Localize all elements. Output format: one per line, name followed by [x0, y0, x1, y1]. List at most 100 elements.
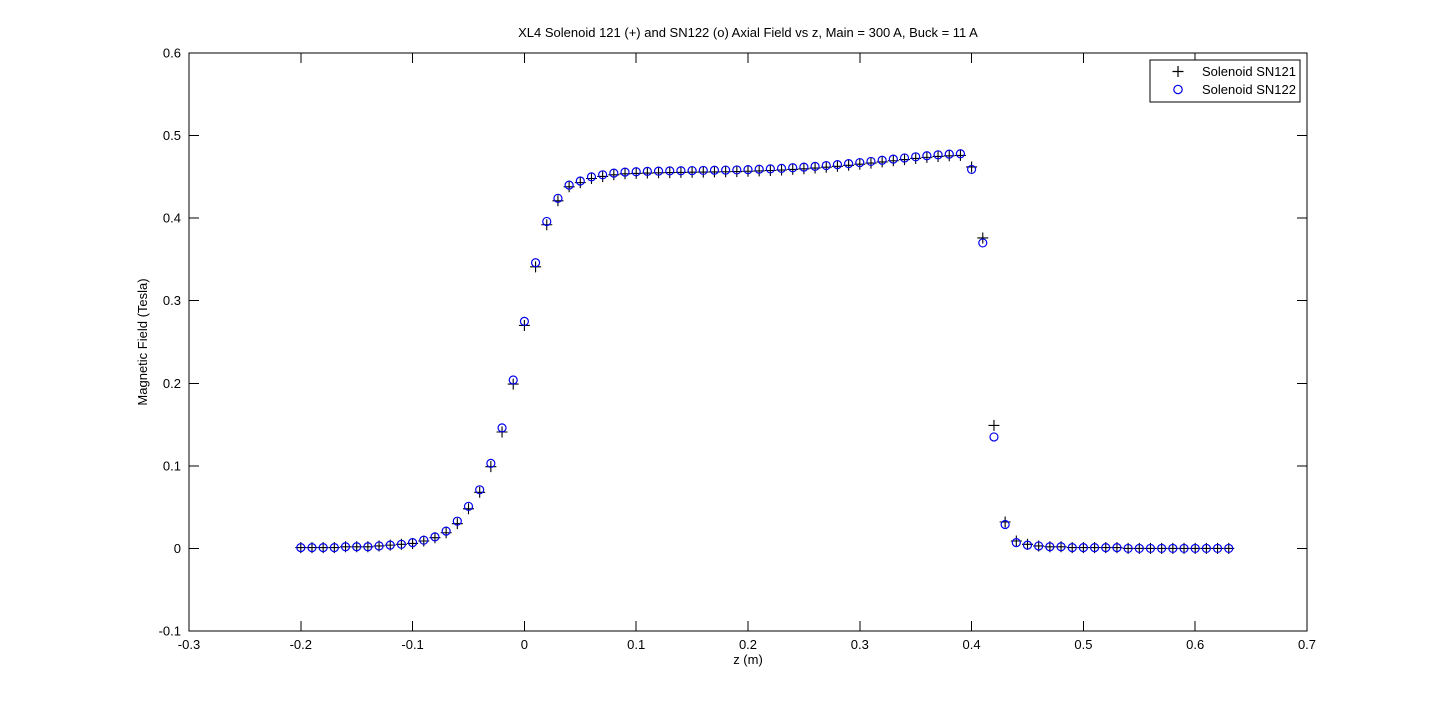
circle-marker	[1112, 543, 1122, 553]
circle-marker	[732, 165, 742, 175]
x-tick-label: 0.5	[1074, 637, 1092, 652]
circle-marker	[1089, 543, 1100, 553]
circle-marker	[754, 164, 764, 174]
y-tick-label: 0.2	[163, 376, 181, 391]
circle-marker	[1224, 543, 1234, 554]
circle-marker	[922, 151, 932, 161]
circle-marker	[452, 516, 462, 526]
circle-marker	[430, 532, 440, 542]
circle-marker	[653, 166, 664, 176]
x-tick-label: 0.6	[1186, 637, 1204, 652]
circle-marker	[1145, 543, 1156, 554]
circle-marker	[419, 535, 429, 545]
circle-marker	[586, 172, 597, 182]
circle-marker	[519, 316, 530, 326]
circle-marker	[721, 165, 731, 175]
circle-marker	[1067, 543, 1077, 553]
circle-marker	[687, 165, 697, 176]
circle-marker	[665, 166, 675, 176]
circle-marker	[966, 164, 977, 175]
y-tick-label: 0.6	[163, 46, 181, 61]
circle-marker	[989, 432, 999, 442]
y-tick-label: 0.4	[163, 211, 181, 226]
circle-marker	[497, 423, 507, 433]
circle-marker	[352, 542, 362, 552]
x-axis-label: z (m)	[733, 652, 763, 667]
circle-marker	[676, 166, 686, 176]
circle-marker	[307, 543, 317, 553]
circle-marker	[1101, 543, 1111, 553]
circle-marker	[620, 167, 630, 177]
axis-ticks	[188, 52, 1308, 632]
circle-marker	[318, 543, 328, 553]
circle-marker	[844, 159, 854, 169]
axis-tick-labels: -0.3 -0.2 -0.1 0 0.1 0.2 0.3 0.4 0.5 0.6 0.7 -0.1 0 0…	[159, 46, 1316, 653]
circle-marker	[340, 542, 351, 552]
y-tick-label: 0.5	[163, 128, 181, 143]
circle-marker	[877, 155, 887, 165]
circle-marker	[396, 539, 407, 549]
plus-marker	[977, 232, 989, 244]
circle-marker	[1134, 543, 1144, 554]
circle-marker	[1011, 538, 1021, 548]
x-tick-label: 0.4	[963, 637, 981, 652]
y-tick-label: 0	[174, 541, 181, 556]
circle-marker	[1078, 543, 1089, 553]
circle-marker	[329, 543, 339, 553]
circle-marker	[1056, 542, 1066, 552]
plus-marker-icon	[1172, 66, 1184, 77]
circle-marker	[743, 164, 753, 175]
x-tick-label: -0.2	[290, 637, 312, 652]
circle-marker	[1212, 543, 1223, 554]
circle-marker	[765, 164, 775, 174]
x-tick-label: -0.3	[178, 637, 200, 652]
plus-marker	[485, 461, 497, 473]
circle-marker	[799, 162, 809, 172]
circle-marker	[855, 157, 865, 168]
y-axis-label: Magnetic Field (Tesla)	[135, 278, 150, 405]
circle-marker	[1201, 543, 1211, 554]
circle-marker	[933, 150, 943, 160]
legend-entry-sn121: Solenoid SN121	[1202, 64, 1296, 79]
x-tick-label: 0.1	[627, 637, 645, 652]
x-tick-label: 0.7	[1298, 637, 1316, 652]
circle-marker	[899, 153, 910, 163]
circle-marker	[530, 258, 541, 268]
chart-title: XL4 Solenoid 121 (+) and SN122 (o) Axial…	[518, 25, 978, 40]
circle-marker	[866, 156, 876, 167]
circle-marker	[888, 154, 898, 164]
circle-marker	[1190, 543, 1200, 554]
circle-marker	[788, 163, 798, 173]
legend-entry-sn122: Solenoid SN122	[1202, 82, 1296, 97]
circle-marker	[1000, 519, 1010, 530]
circle-marker	[564, 180, 574, 190]
circle-marker	[553, 193, 563, 203]
circle-marker	[1045, 542, 1055, 552]
circle-marker	[1022, 540, 1033, 550]
circle-marker	[776, 163, 787, 173]
plot-box	[188, 52, 1308, 632]
x-tick-label: 0.3	[851, 637, 869, 652]
circle-marker	[955, 149, 966, 159]
circle-marker	[598, 170, 608, 180]
legend-box	[1149, 59, 1301, 103]
series-solenoid-sn122	[296, 149, 1234, 554]
circle-marker	[486, 458, 496, 468]
circle-marker	[631, 167, 641, 177]
data-series	[295, 149, 1235, 554]
circle-marker	[463, 501, 474, 511]
plus-marker	[988, 419, 1000, 431]
circle-marker	[944, 149, 954, 159]
circle-marker	[709, 165, 720, 175]
circle-marker	[408, 538, 418, 548]
circle-marker	[1179, 543, 1189, 554]
y-tick-label: 0.3	[163, 293, 181, 308]
circle-marker	[810, 161, 820, 171]
x-tick-label: -0.1	[401, 637, 423, 652]
circle-marker	[978, 238, 988, 248]
circle-marker	[296, 543, 306, 553]
x-tick-label: 0	[521, 637, 528, 652]
y-tick-label: -0.1	[159, 624, 181, 639]
circle-marker	[575, 176, 585, 186]
